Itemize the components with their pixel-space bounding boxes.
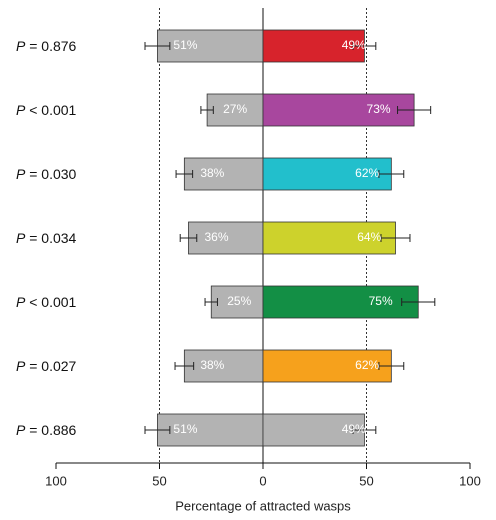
bar — [262, 285, 419, 319]
error-bar — [204, 298, 218, 306]
value-label: 38% — [200, 166, 224, 180]
value-label: 49% — [342, 38, 366, 52]
category-label: P < 0.001 — [16, 102, 77, 118]
bar — [262, 349, 392, 383]
x-tick-label: 50 — [152, 473, 166, 488]
error-bar — [179, 234, 198, 242]
value-label: 62% — [355, 166, 379, 180]
value-label: 25% — [227, 294, 251, 308]
bar — [157, 413, 264, 447]
bar — [262, 413, 365, 447]
error-bar — [174, 362, 195, 370]
x-tick-label: 100 — [459, 473, 481, 488]
value-label: 75% — [369, 294, 393, 308]
bar — [262, 221, 396, 255]
error-bar — [378, 362, 405, 370]
value-label: 36% — [204, 230, 228, 244]
x-tick-label: 0 — [259, 473, 266, 488]
error-bar — [352, 42, 377, 50]
value-label: 62% — [355, 358, 379, 372]
category-label: P = 0.876 — [16, 38, 77, 54]
category-label: P = 0.027 — [16, 358, 77, 374]
category-label: P = 0.030 — [16, 166, 77, 182]
error-bar — [401, 298, 436, 306]
error-bar — [144, 426, 171, 434]
x-axis-label: Percentage of attracted wasps — [175, 498, 351, 513]
value-label: 73% — [367, 102, 391, 116]
category-label: P = 0.034 — [16, 230, 77, 246]
bar — [262, 157, 392, 191]
x-tick-label: 50 — [359, 473, 373, 488]
bar — [210, 285, 264, 319]
error-bar — [144, 42, 171, 50]
bar — [262, 93, 415, 127]
error-bar — [378, 170, 405, 178]
value-label: 38% — [200, 358, 224, 372]
error-bar — [380, 234, 411, 242]
x-tick-label: 100 — [45, 473, 67, 488]
value-label: 51% — [173, 38, 197, 52]
value-label: 27% — [223, 102, 247, 116]
category-label: P < 0.001 — [16, 294, 77, 310]
error-bar — [175, 170, 194, 178]
error-bar — [200, 106, 214, 114]
value-label: 49% — [342, 422, 366, 436]
error-bar — [352, 426, 377, 434]
value-label: 51% — [173, 422, 197, 436]
error-bar — [397, 106, 432, 114]
bar — [262, 29, 365, 63]
category-label: P = 0.886 — [16, 422, 77, 438]
value-label: 64% — [357, 230, 381, 244]
